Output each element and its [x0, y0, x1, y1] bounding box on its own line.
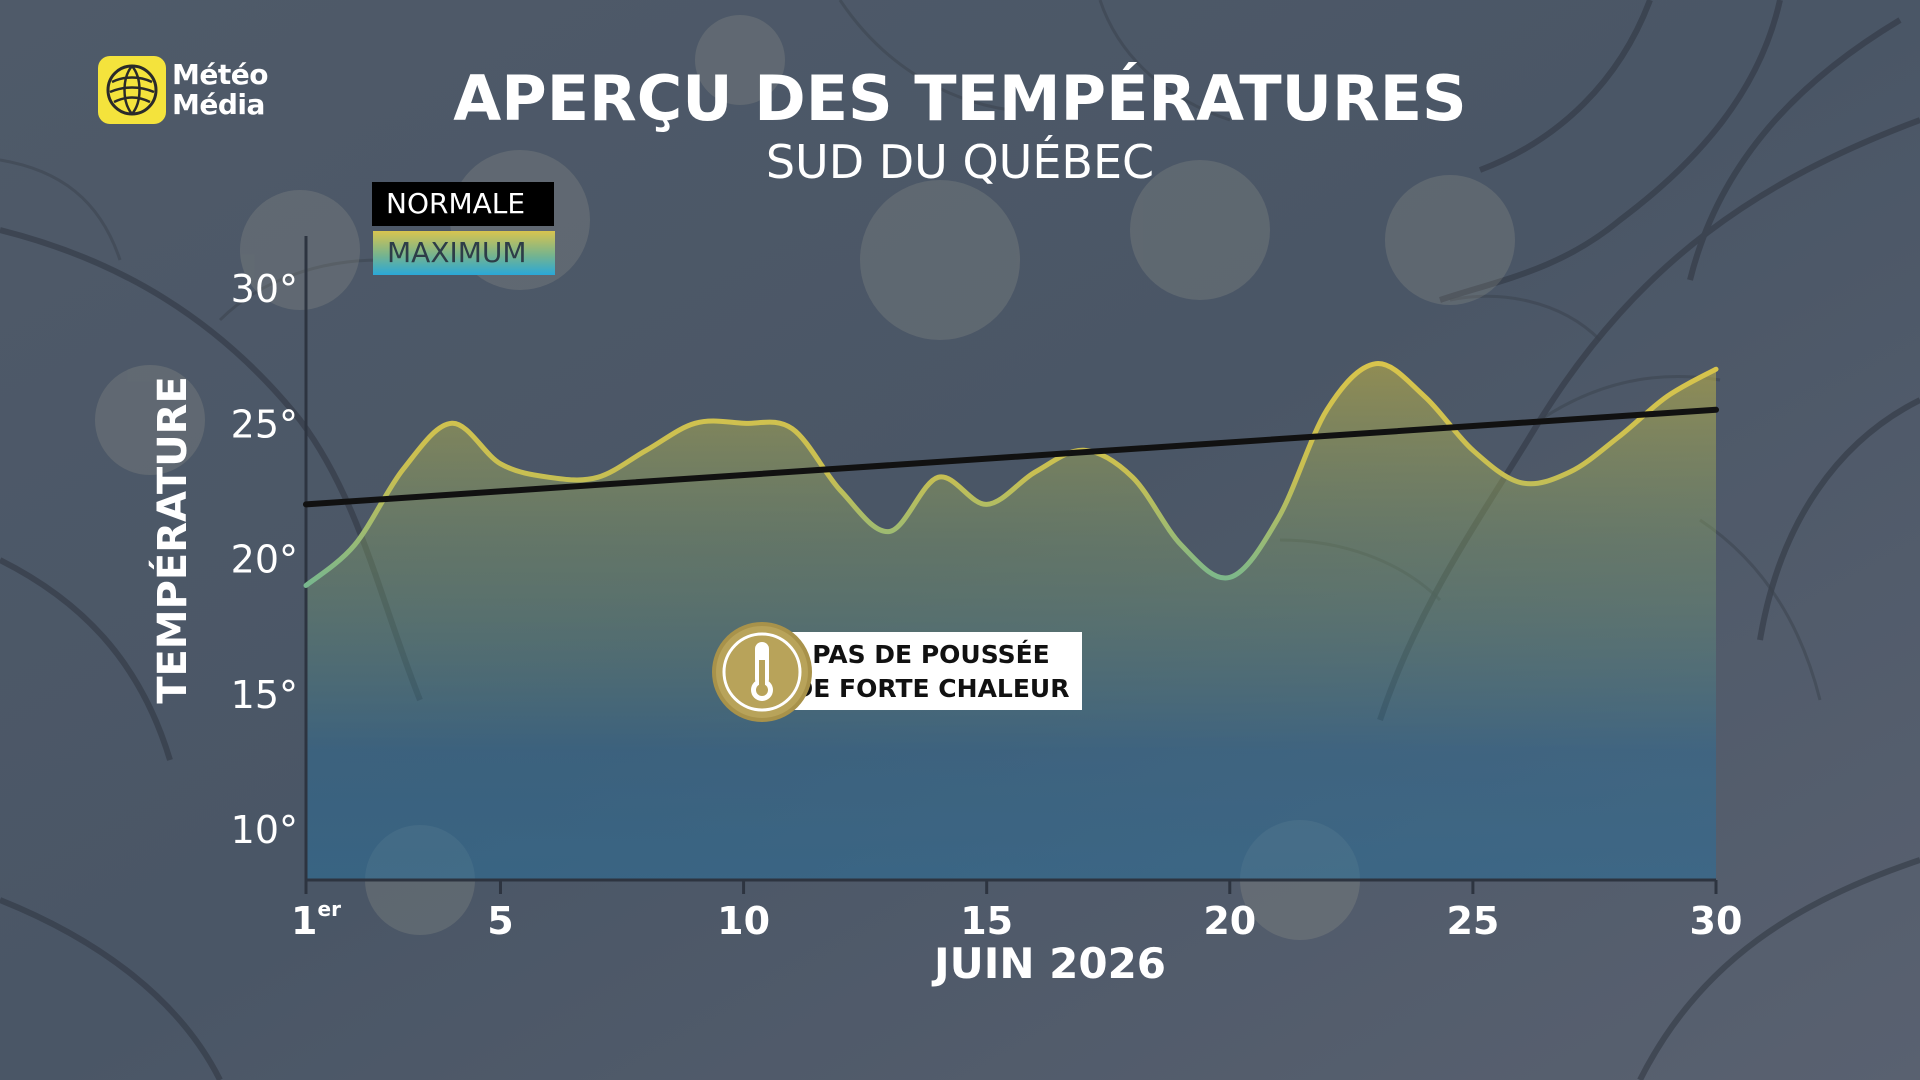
annotation-line-1: PAS DE POUSSÉE [812, 640, 1050, 669]
y-tick-label: 10° [231, 808, 298, 852]
logo-line-2: Média [172, 88, 265, 121]
x-tick-label: 15 [960, 899, 1013, 943]
maximum-area-fill [306, 363, 1716, 881]
y-tick-label: 20° [231, 538, 298, 582]
y-tick-label: 25° [231, 402, 298, 446]
globe-icon [98, 56, 166, 124]
y-tick-label: 30° [231, 267, 298, 311]
legend-normale: NORMALE [372, 182, 554, 226]
y-tick-label: 15° [231, 673, 298, 717]
x-tick-label: 25 [1446, 899, 1499, 943]
series-maximum-line [303, 361, 1719, 588]
series-normale-line [303, 406, 1719, 508]
chart-subtitle: SUD DU QUÉBEC [765, 135, 1155, 189]
logo-line-1: Météo [172, 58, 268, 91]
x-tick-label: 30 [1690, 899, 1743, 943]
chart-title: APERÇU DES TEMPÉRATURES [453, 62, 1467, 135]
x-tick-superscript: er [318, 897, 342, 921]
logo-wordmark: Météo Média [172, 60, 268, 120]
legend-maximum: MAXIMUM [373, 231, 555, 275]
x-tick-label: 10 [717, 899, 770, 943]
thermometer-icon [712, 622, 812, 722]
x-axis-label: JUIN 2026 [931, 939, 1166, 988]
y-axis-label: TEMPÉRATURE [148, 376, 196, 704]
annotation-box: PAS DE POUSSÉE DE FORTE CHALEUR [780, 632, 1082, 710]
x-tick-label: 5 [487, 899, 513, 943]
annotation-line-2: DE FORTE CHALEUR [792, 674, 1070, 703]
meteomedia-logo: Météo Média [98, 56, 268, 124]
x-tick-label: 20 [1203, 899, 1256, 943]
x-tick-label: 1er [291, 897, 341, 943]
